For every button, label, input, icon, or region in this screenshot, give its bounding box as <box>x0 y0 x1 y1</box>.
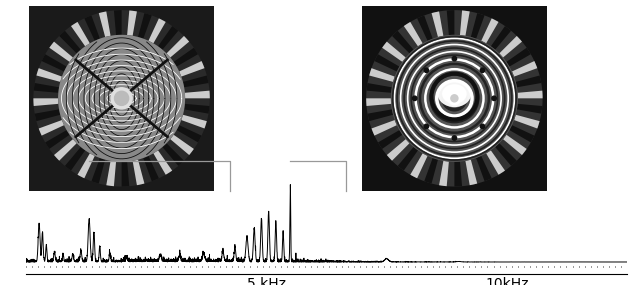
Polygon shape <box>35 109 60 121</box>
Polygon shape <box>518 91 543 98</box>
Polygon shape <box>158 26 179 50</box>
Polygon shape <box>503 135 527 155</box>
Polygon shape <box>166 36 189 58</box>
Polygon shape <box>173 48 198 67</box>
Circle shape <box>452 56 456 61</box>
Polygon shape <box>506 48 531 67</box>
Polygon shape <box>431 11 444 37</box>
Polygon shape <box>486 150 505 175</box>
Polygon shape <box>516 76 541 87</box>
Polygon shape <box>481 18 499 43</box>
Polygon shape <box>517 104 542 114</box>
Polygon shape <box>143 156 159 181</box>
Circle shape <box>451 95 458 102</box>
Polygon shape <box>138 13 152 39</box>
Circle shape <box>424 124 429 129</box>
Polygon shape <box>65 147 85 171</box>
Polygon shape <box>92 158 105 184</box>
Polygon shape <box>185 91 210 98</box>
Circle shape <box>452 136 456 140</box>
Ellipse shape <box>438 81 471 107</box>
Polygon shape <box>154 150 172 175</box>
Polygon shape <box>439 161 449 186</box>
Polygon shape <box>106 161 116 186</box>
Polygon shape <box>77 153 95 178</box>
Polygon shape <box>460 11 470 36</box>
Polygon shape <box>177 125 202 142</box>
Polygon shape <box>387 139 410 161</box>
Circle shape <box>111 88 132 109</box>
Polygon shape <box>49 42 73 62</box>
Circle shape <box>480 124 484 129</box>
Text: 10kHz: 10kHz <box>485 278 529 285</box>
Polygon shape <box>366 98 391 106</box>
Polygon shape <box>122 162 129 187</box>
Polygon shape <box>367 109 393 121</box>
Polygon shape <box>471 13 484 39</box>
Ellipse shape <box>442 84 467 104</box>
Polygon shape <box>99 11 111 37</box>
Polygon shape <box>410 153 428 178</box>
Circle shape <box>413 96 417 101</box>
Circle shape <box>492 96 496 101</box>
Polygon shape <box>454 162 462 187</box>
Polygon shape <box>378 130 403 149</box>
Polygon shape <box>374 54 399 72</box>
Circle shape <box>115 91 129 105</box>
Polygon shape <box>36 68 62 82</box>
Polygon shape <box>60 31 81 53</box>
Polygon shape <box>183 76 209 87</box>
Polygon shape <box>465 160 477 185</box>
Polygon shape <box>417 15 433 41</box>
Polygon shape <box>499 36 522 58</box>
Polygon shape <box>424 158 438 184</box>
Polygon shape <box>114 10 122 35</box>
Polygon shape <box>33 10 210 187</box>
Polygon shape <box>509 125 534 142</box>
Polygon shape <box>38 120 64 136</box>
Polygon shape <box>179 61 205 77</box>
Polygon shape <box>45 130 70 149</box>
Polygon shape <box>181 115 207 129</box>
Polygon shape <box>495 143 516 166</box>
Polygon shape <box>42 54 67 72</box>
Polygon shape <box>447 10 454 35</box>
Polygon shape <box>34 83 59 93</box>
Polygon shape <box>397 147 418 171</box>
Polygon shape <box>366 10 543 187</box>
Polygon shape <box>404 22 422 46</box>
Polygon shape <box>369 68 395 82</box>
Polygon shape <box>54 139 77 161</box>
Polygon shape <box>392 31 413 53</box>
Polygon shape <box>71 22 90 46</box>
Polygon shape <box>33 98 58 106</box>
Polygon shape <box>512 61 538 77</box>
Polygon shape <box>382 42 406 62</box>
Polygon shape <box>514 115 540 129</box>
Text: 5 kHz: 5 kHz <box>247 278 285 285</box>
Polygon shape <box>84 15 100 41</box>
Polygon shape <box>132 160 145 185</box>
Polygon shape <box>148 18 166 43</box>
Polygon shape <box>391 35 518 162</box>
Polygon shape <box>491 26 511 50</box>
Polygon shape <box>58 35 185 162</box>
Polygon shape <box>371 120 397 136</box>
Circle shape <box>480 68 484 72</box>
Polygon shape <box>127 11 137 36</box>
Circle shape <box>424 68 429 72</box>
Polygon shape <box>170 135 194 155</box>
Polygon shape <box>184 104 209 114</box>
Polygon shape <box>163 143 184 166</box>
Polygon shape <box>367 83 392 93</box>
Polygon shape <box>476 156 492 181</box>
